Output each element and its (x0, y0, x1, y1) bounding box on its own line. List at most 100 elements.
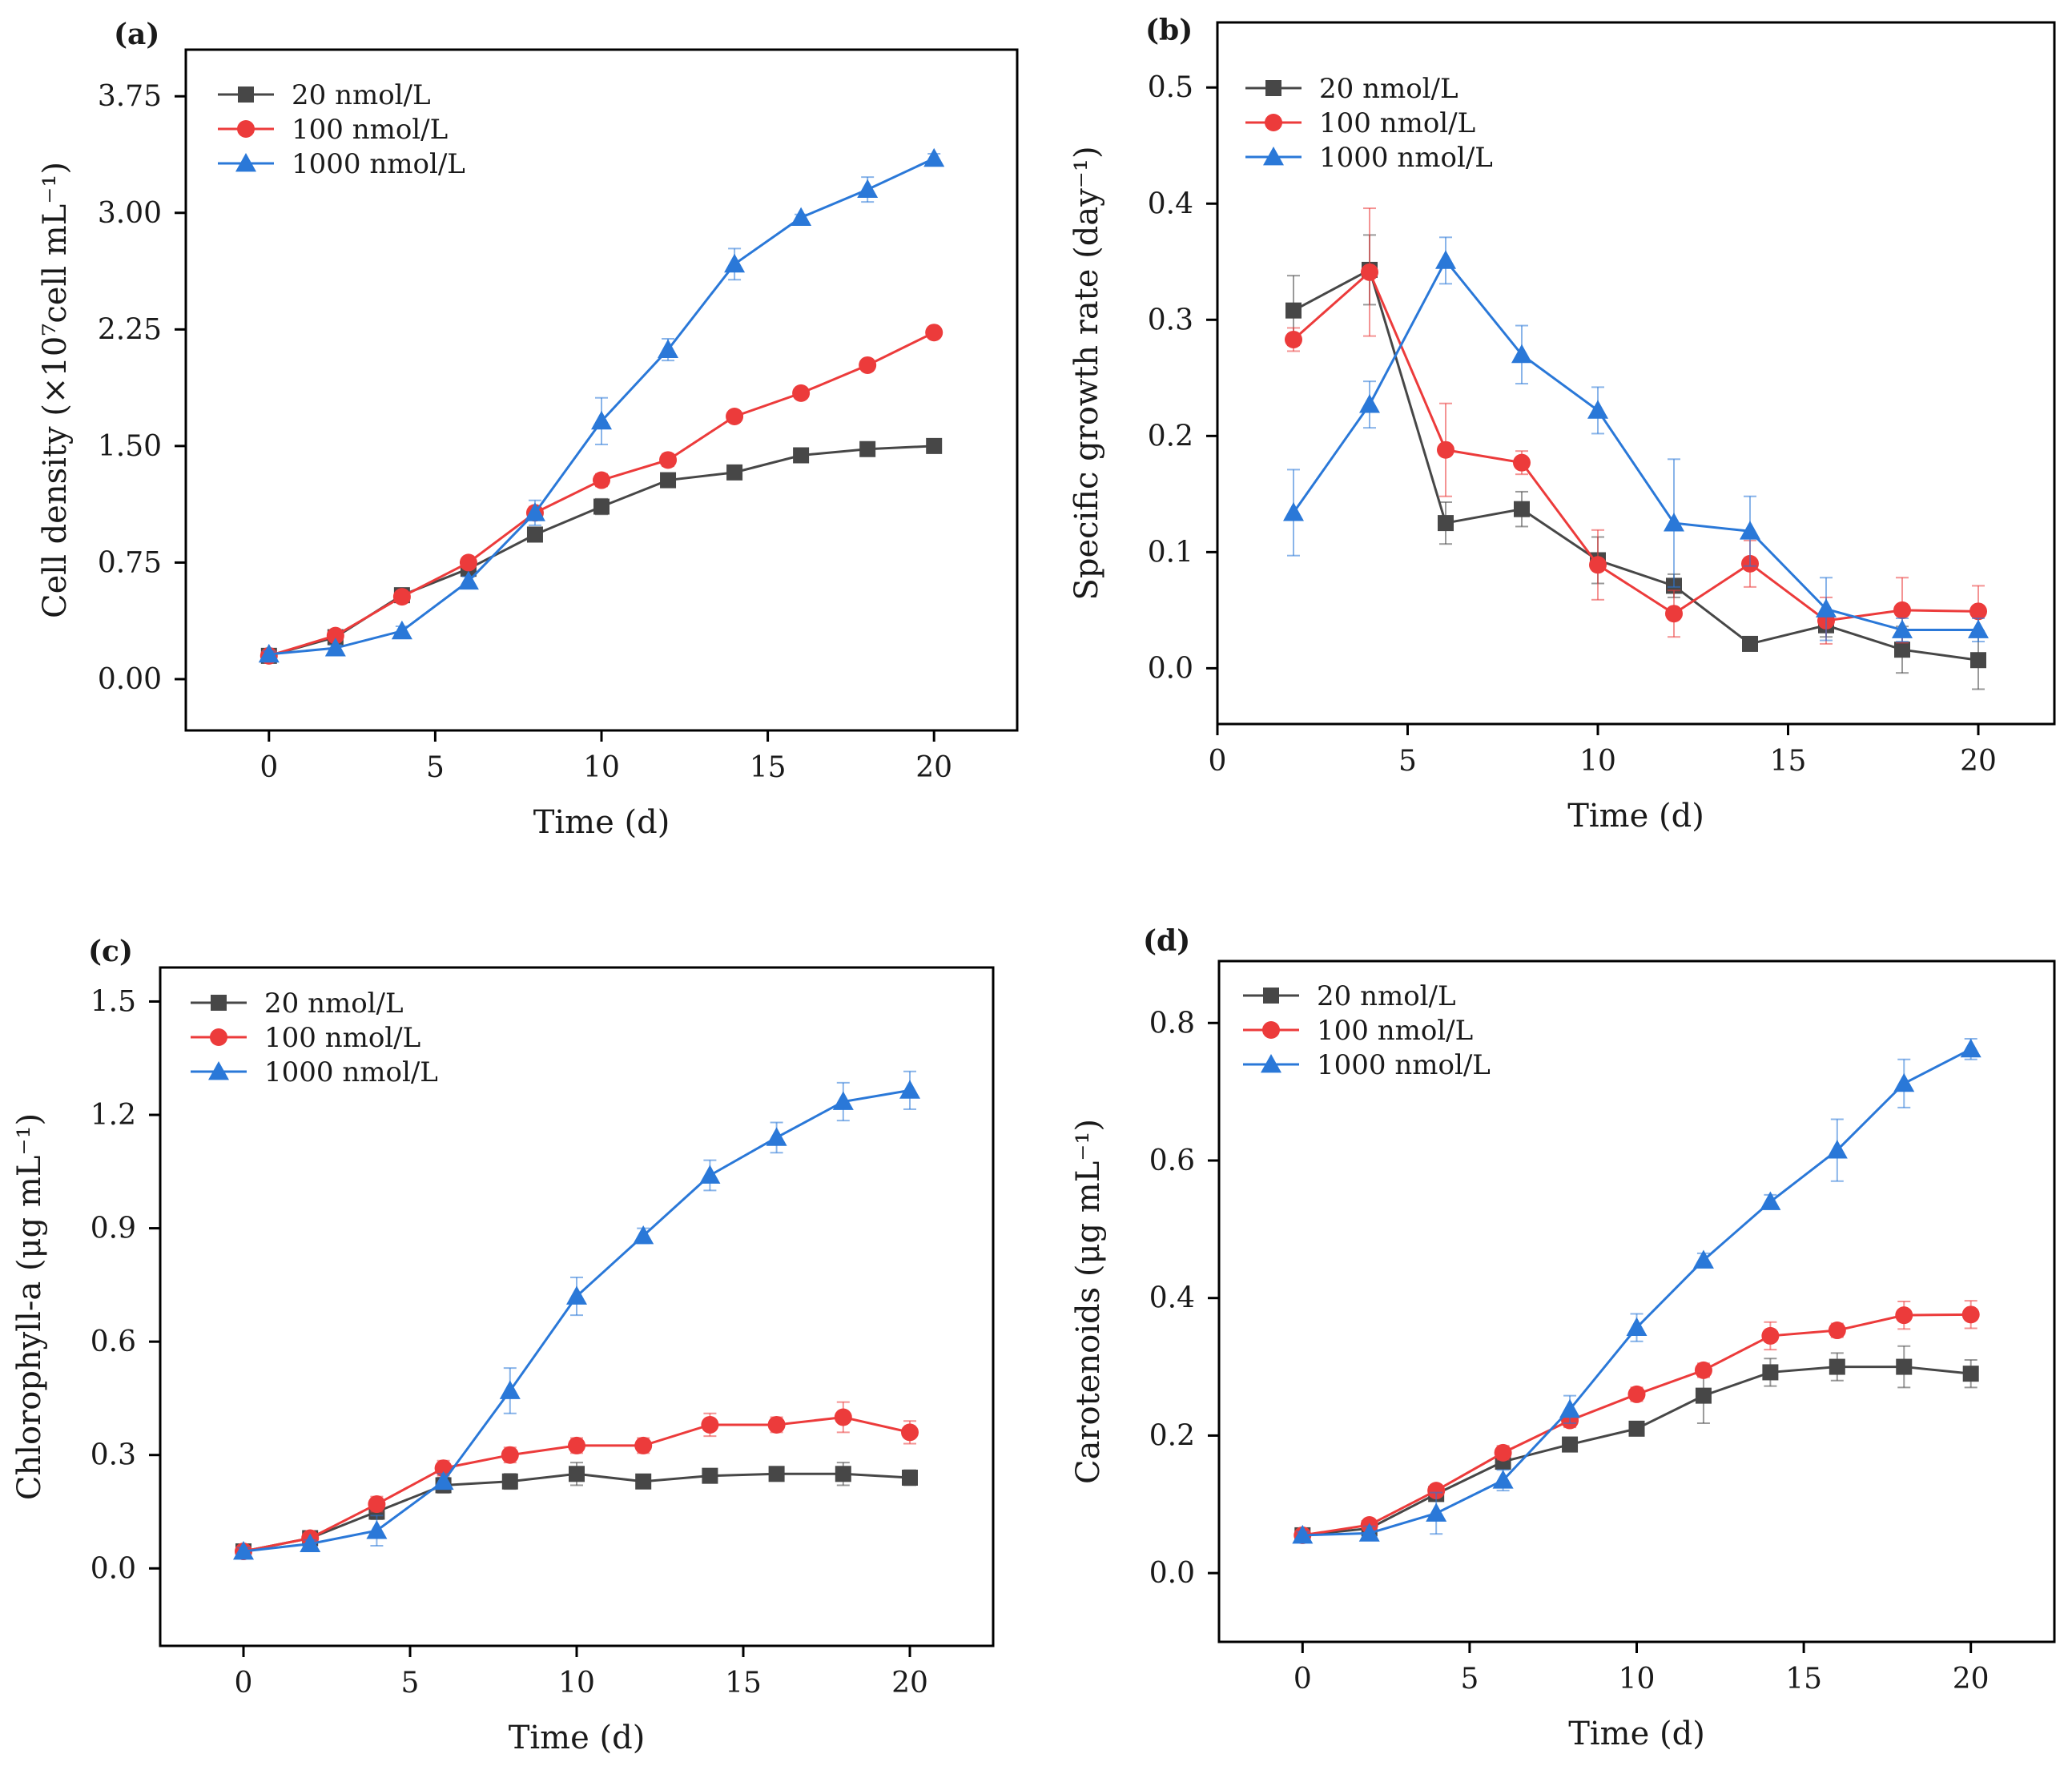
data-point (499, 1380, 521, 1399)
data-point (634, 1436, 653, 1454)
data-point (569, 1466, 585, 1482)
y-axis-title: Carotenoids (μg mL⁻¹) (1070, 1119, 1107, 1484)
legend-marker (1265, 80, 1281, 96)
y-axis-title: Cell density (×10⁷cell mL⁻¹) (37, 162, 74, 618)
data-point (792, 384, 811, 402)
x-tick-label: 0 (235, 1667, 253, 1700)
legend-label: 100 nmol/L (264, 1022, 420, 1054)
data-point (457, 570, 479, 590)
panel-b: 0 5 10 15 20 0.0 0.1 0.2 0.3 0.4 0.5 Time (d) Specif… (1068, 14, 2056, 835)
data-point (1740, 521, 1760, 540)
data-point (1829, 1358, 1845, 1375)
data-point (1438, 515, 1454, 532)
x-tick-label: 5 (1398, 745, 1417, 778)
x-tick-label: 15 (1785, 1663, 1822, 1696)
y-tick-label: 3.75 (98, 80, 162, 113)
x-tick-label: 5 (1460, 1663, 1479, 1696)
data-point (1589, 556, 1607, 574)
data-point (1511, 344, 1532, 364)
data-point (300, 1533, 321, 1552)
panel-label: (d) (1143, 924, 1190, 958)
legend-label: 100 nmol/L (292, 114, 448, 146)
data-point (1892, 619, 1913, 638)
legend-marker (1261, 1054, 1281, 1073)
data-point (1559, 1398, 1581, 1418)
data-point (859, 440, 876, 457)
y-tick-label: 1.50 (98, 430, 162, 463)
data-point (1587, 400, 1608, 419)
data-point (925, 324, 943, 342)
legend-label: 100 nmol/L (1317, 1015, 1473, 1047)
data-point (834, 1408, 852, 1426)
data-point (501, 1446, 519, 1464)
data-point (366, 1520, 388, 1539)
data-point (1761, 1326, 1780, 1345)
x-tick-label: 10 (558, 1667, 595, 1700)
data-point (660, 472, 677, 489)
data-point (635, 1473, 652, 1490)
y-tick-label: 0.2 (1149, 1419, 1195, 1452)
data-point (1426, 1503, 1447, 1522)
data-point (1970, 652, 1986, 669)
data-point (699, 1165, 721, 1184)
x-axis-title: Time (d) (1567, 798, 1704, 835)
data-point (1435, 250, 1456, 269)
y-tick-label: 0.0 (1149, 1557, 1195, 1590)
data-point (1664, 513, 1684, 532)
data-point (1562, 1436, 1579, 1453)
x-tick-label: 15 (750, 751, 787, 784)
y-tick-label: 0.3 (1148, 304, 1193, 336)
panel-label: (a) (114, 18, 159, 51)
data-point (591, 410, 612, 430)
data-point (368, 1495, 386, 1514)
data-point (1283, 502, 1304, 521)
data-point (1742, 635, 1758, 652)
y-tick-label: 0.2 (1148, 420, 1193, 453)
y-axis-title: Chlorophyll-a (μg mL⁻¹) (11, 1113, 48, 1500)
x-tick-label: 20 (891, 1667, 928, 1700)
x-tick-label: 15 (725, 1667, 762, 1700)
data-point (1962, 1366, 1979, 1382)
x-tick-label: 15 (1770, 745, 1807, 778)
data-point (1960, 1038, 1981, 1058)
data-point (1285, 302, 1302, 319)
data-point (501, 1473, 518, 1490)
data-point (859, 356, 877, 374)
series-0 (1294, 1345, 1979, 1543)
data-point (593, 471, 610, 489)
data-point (1628, 1420, 1645, 1437)
y-tick-label: 0.1 (1148, 536, 1193, 569)
data-point (1359, 394, 1380, 413)
series-2 (1283, 236, 1989, 643)
y-tick-label: 0.4 (1148, 187, 1193, 220)
data-point (899, 1080, 920, 1099)
data-point (391, 620, 412, 640)
data-point (1762, 1364, 1779, 1381)
x-tick-label: 20 (1953, 1663, 1990, 1696)
data-point (659, 451, 678, 469)
data-point (324, 638, 346, 657)
data-point (433, 1470, 454, 1490)
data-point (1826, 1140, 1848, 1159)
data-point (526, 526, 543, 543)
data-point (902, 1470, 918, 1486)
y-tick-label: 2.25 (98, 313, 162, 346)
data-point (1494, 1443, 1512, 1462)
panel-label: (b) (1145, 14, 1193, 47)
data-point (1894, 642, 1910, 658)
data-point (1968, 619, 1989, 638)
x-tick-label: 10 (1579, 745, 1616, 778)
data-point (702, 1467, 718, 1484)
legend-label: 20 nmol/L (1317, 980, 1456, 1012)
y-tick-label: 0.8 (1149, 1007, 1195, 1040)
y-tick-label: 0.6 (91, 1326, 136, 1358)
data-point (326, 626, 344, 645)
y-tick-label: 3.00 (98, 197, 162, 230)
legend-label: 1000 nmol/L (292, 148, 465, 180)
data-point (1427, 1482, 1446, 1500)
legend-label: 1000 nmol/L (1319, 142, 1493, 174)
y-tick-label: 1.5 (91, 985, 136, 1018)
legend-marker (211, 995, 227, 1011)
panel-d: 0 5 10 15 20 0.0 0.2 0.4 0.6 0.8 Time (d) Carotenoi… (1070, 924, 2056, 1752)
